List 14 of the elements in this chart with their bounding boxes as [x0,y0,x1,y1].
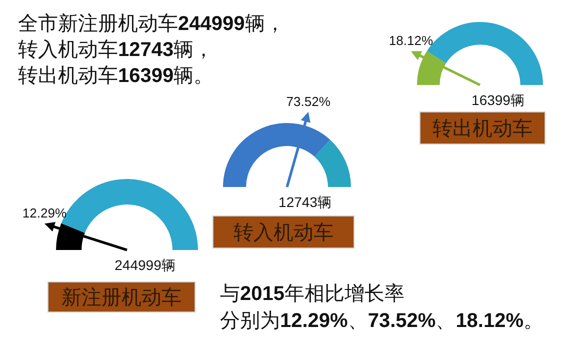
text: 转出机动车16399辆。 [18,65,214,87]
text: 分别为12.29%、73.52%、18.12%。 [220,310,544,332]
data-label: 73.52% [286,94,331,109]
text: 全市新注册机动车244999辆， [18,13,285,35]
data-label: 12.29% [22,206,67,221]
text: 转入机动车12743辆， [18,39,214,61]
text: 与2015年相比增长率 [220,283,404,305]
text: 12743辆 [278,194,332,210]
text: 转出机动车 [432,118,532,140]
text: 244999辆 [114,257,176,273]
text: 转入机动车 [234,222,334,244]
text: 新注册机动车 [62,287,182,309]
data-label: 18.12% [388,33,434,48]
text: 16399辆 [472,92,524,108]
